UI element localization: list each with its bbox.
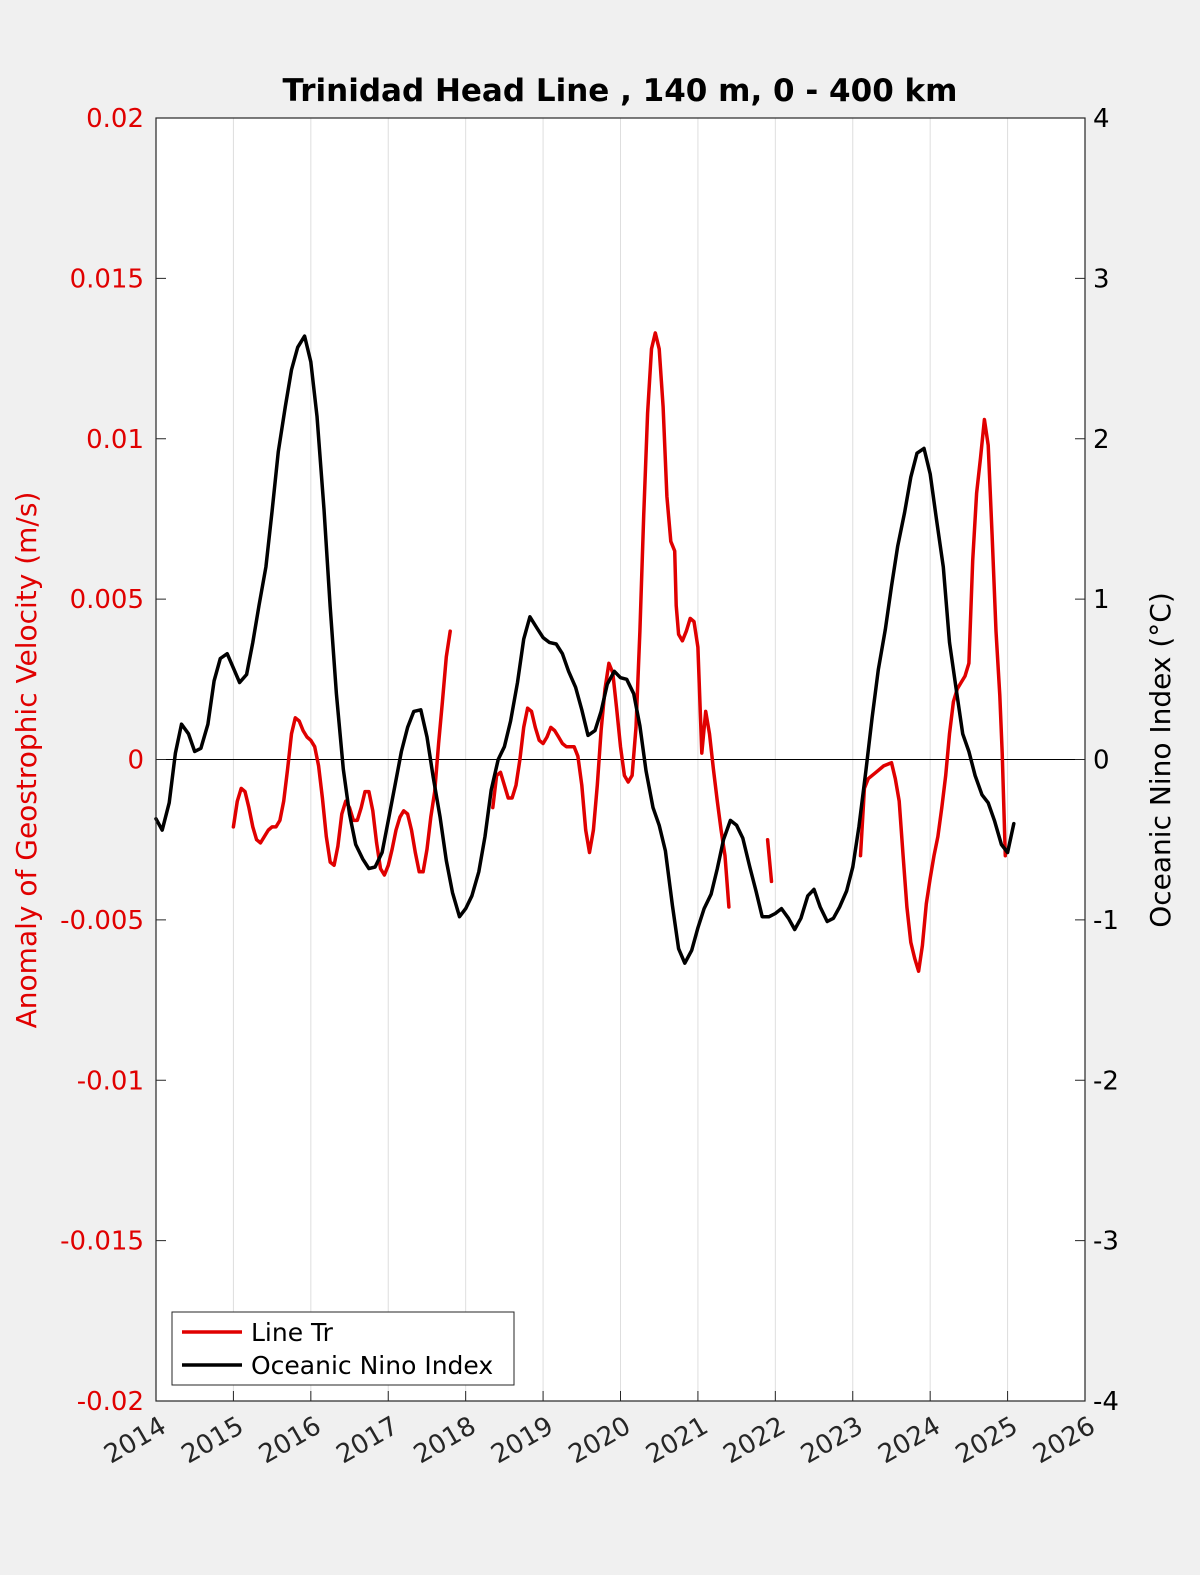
y-left-tick-label: -0.015 bbox=[60, 1227, 144, 1257]
legend-box bbox=[171, 1311, 515, 1386]
series-oceanic-nino-index bbox=[154, 334, 1016, 965]
y-left-tick-label: 0 bbox=[127, 746, 144, 776]
y-left-tick-label: 0.01 bbox=[86, 425, 144, 455]
y-left-tick-label: -0.01 bbox=[77, 1066, 144, 1096]
y-left-tick-label: 0.005 bbox=[70, 585, 144, 615]
y-right-tick-label: 2 bbox=[1093, 425, 1110, 455]
chart-title: Trinidad Head Line , 140 m, 0 - 400 km bbox=[283, 73, 958, 109]
legend-label-oni: Oceanic Nino Index bbox=[251, 1351, 493, 1380]
series-line-tr bbox=[231, 629, 452, 877]
series-line-tr bbox=[858, 417, 1008, 973]
y-right-tick-label: -2 bbox=[1093, 1066, 1119, 1096]
y-right-tick-label: 4 bbox=[1093, 104, 1110, 134]
left-axis-label: Anomaly of Geostrophic Velocity (m/s) bbox=[10, 492, 43, 1029]
y-right-tick-label: 1 bbox=[1093, 585, 1110, 615]
y-left-tick-label: -0.02 bbox=[77, 1387, 144, 1417]
y-right-tick-label: -4 bbox=[1093, 1387, 1119, 1417]
y-left-tick-label: 0.015 bbox=[70, 264, 144, 294]
y-right-tick-label: -3 bbox=[1093, 1227, 1119, 1257]
series-line-tr bbox=[765, 837, 774, 884]
y-right-tick-label: 0 bbox=[1093, 746, 1110, 776]
legend: Line Tr Oceanic Nino Index bbox=[171, 1311, 515, 1386]
y-left-tick-label: 0.02 bbox=[86, 104, 144, 134]
y-right-tick-label: 3 bbox=[1093, 264, 1110, 294]
series-layer bbox=[154, 331, 1016, 973]
y-right-tick-label: -1 bbox=[1093, 906, 1119, 936]
y-left-tick-label: -0.005 bbox=[60, 906, 144, 936]
legend-label-line-tr: Line Tr bbox=[251, 1318, 334, 1347]
right-axis-label: Oceanic Nino Index (°C) bbox=[1144, 592, 1177, 928]
